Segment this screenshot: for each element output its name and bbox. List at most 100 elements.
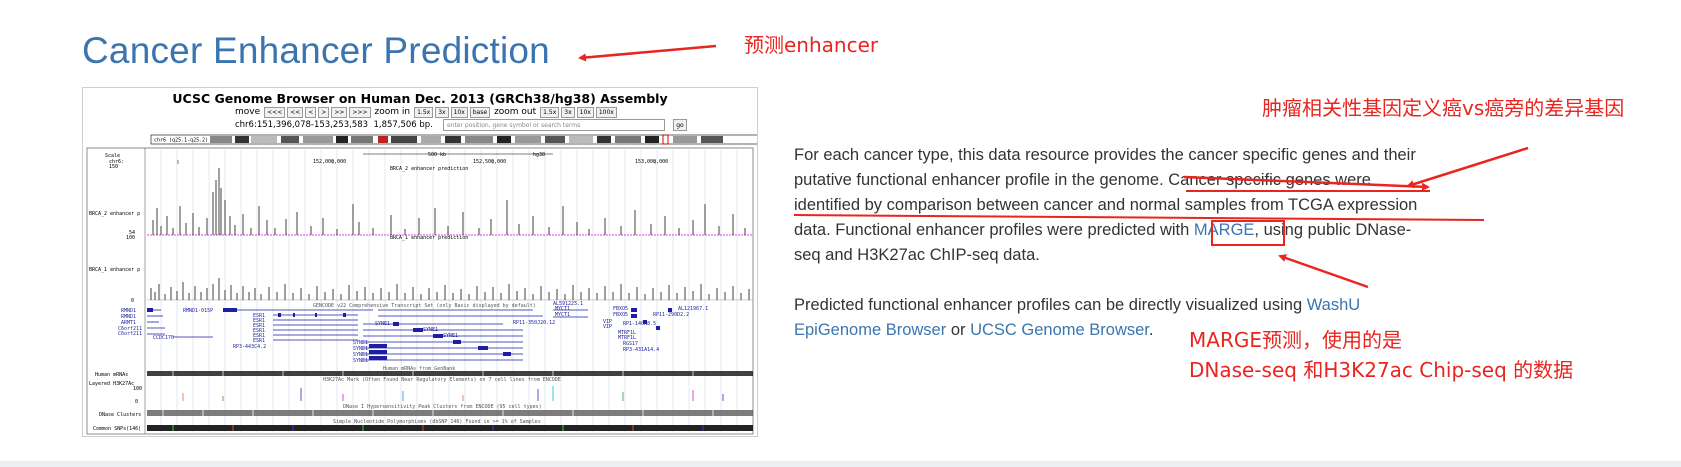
gene-label: RMND1 <box>121 314 136 320</box>
zoom-in-button[interactable]: base <box>469 106 491 118</box>
gene-label: ESR1 <box>253 318 265 324</box>
ruler-tick: 152,500,000 <box>473 159 506 165</box>
bottom-bar <box>0 461 1681 467</box>
browser-title: UCSC Genome Browser on Human Dec. 2013 (… <box>172 91 668 106</box>
arrow-to-tcga <box>1183 175 1430 191</box>
go-button[interactable]: go <box>673 119 687 131</box>
move-button[interactable]: >>> <box>349 106 371 118</box>
zoom-in-button[interactable]: 10x <box>450 106 468 118</box>
gene-label: ESR1 <box>253 323 265 329</box>
size-value: 1,857,506 bp. <box>373 120 433 130</box>
browser-search-input[interactable]: enter position, gene symbol or search te… <box>443 119 665 131</box>
zoom-out-button[interactable]: 10x <box>576 106 594 118</box>
gene-label: SYNE1 <box>353 346 368 352</box>
snp-title: Simple Nucleotide Polymorphisms (dbSNP 1… <box>333 419 541 425</box>
description-line: identified by comparison between cancer … <box>794 196 1418 214</box>
snp-track: Simple Nucleotide Polymorphisms (dbSNP 1… <box>93 419 753 432</box>
h3k27ac-title: H3K27Ac Mark (Often Found Near Regulator… <box>323 377 561 383</box>
move-button[interactable]: > <box>318 106 330 118</box>
dnase-label: DNase Clusters <box>99 412 141 418</box>
washu-link[interactable]: WashU <box>1306 296 1361 314</box>
gene-label: RMND1-015P <box>183 308 213 314</box>
zoom-in-button[interactable]: 3x <box>435 106 449 118</box>
gene-label: RP3-443C4.2 <box>233 344 266 350</box>
gene-label: MYCT1 <box>555 312 570 318</box>
gencode-track: GENCODE v22 Comprehensive Transcript Set… <box>118 301 708 364</box>
marge-link[interactable]: MARGE <box>1193 221 1255 239</box>
ruler-tick: 153,000,000 <box>635 159 668 165</box>
chr-label: chr6: <box>109 159 124 165</box>
ruler-track: Scale chr6: 500 kb hg38 152,000,000 152,… <box>105 152 668 165</box>
zoom-out-button[interactable]: 1.5x <box>540 106 560 118</box>
dnase-title: DNase I Hypersensitivity Peak Clusters f… <box>343 404 542 410</box>
gene-label: FBXO5 <box>613 312 628 318</box>
move-button[interactable]: << <box>287 106 304 118</box>
brca2-track-label: BRCA_2 enhancer p <box>89 211 140 217</box>
mrna-track: Human mRNAs from GenBank Human mRNAs <box>95 366 753 378</box>
gene-label: RGS17 <box>623 341 638 347</box>
page-title: Cancer Enhancer Prediction <box>82 30 550 71</box>
chromosome-ideogram: chr6 (q25.1-q25.2) <box>150 134 757 145</box>
gene-label: FBXO5 <box>613 306 628 312</box>
zoom-out-button[interactable]: 100x <box>595 106 617 118</box>
gene-label: MYCT1 <box>555 306 570 312</box>
browser-tracks-graphic: chr6 (q25.1-q25.2) <box>86 134 757 435</box>
genome-browser-image[interactable]: UCSC Genome Browser on Human Dec. 2013 (… <box>82 87 758 437</box>
gene-label: ESR1 <box>253 338 265 344</box>
gene-label: VIP <box>603 319 612 325</box>
y-max2-label: 100 <box>126 235 135 241</box>
mrna-title: Human mRNAs from GenBank <box>383 366 455 372</box>
description-line: For each cancer type, this data resource… <box>794 146 1416 164</box>
position-value: chr6:151,396,078-153,253,583 <box>235 120 369 130</box>
mrna-label: Human mRNAs <box>95 372 128 378</box>
gene-label: ESR1 <box>253 333 265 339</box>
gene-label: MTRF1L <box>618 335 636 341</box>
h3k27ac-label: Layered H3K27Ac <box>89 381 134 387</box>
gene-label: SYNE1 <box>443 333 458 339</box>
move-label: move <box>235 107 261 117</box>
zoom-out-button[interactable]: 3x <box>561 106 575 118</box>
assembly-label: hg38 <box>533 152 545 158</box>
gene-label: RP3-431A14.4 <box>623 347 659 353</box>
ruler-tick: 152,000,000 <box>313 159 346 165</box>
brca2-track-title: BRCA_2 enhancer prediction <box>390 166 468 172</box>
arrow-to-title <box>578 44 717 62</box>
gene-label: AL121967.1 <box>678 306 708 312</box>
title-annotation: 预测enhancer <box>744 33 879 57</box>
move-button[interactable]: <<< <box>264 106 286 118</box>
chromosome-label: chr6 (q25.1-q25.2) <box>154 138 208 144</box>
gene-label: SYNE1 <box>353 340 368 346</box>
description-line: EpiGenome Browser or UCSC Genome Browser… <box>794 318 1484 343</box>
move-button[interactable]: >> <box>331 106 348 118</box>
zoom-in-button[interactable]: 1.5x <box>414 106 434 118</box>
gene-label: RP1-140K8.5 <box>623 321 656 327</box>
brca1-signal <box>147 278 753 301</box>
annotation-arrows <box>578 44 1529 289</box>
gene-label: SYNE1 <box>423 327 438 333</box>
h3k27ac-zero-label: 0 <box>135 399 138 405</box>
description-text: . <box>1148 321 1154 339</box>
browser-nav: move <<< << < > >> >>> zoom in 1.5x 3x 1… <box>233 106 617 118</box>
zoom-out-label: zoom out <box>494 107 537 117</box>
move-button[interactable]: < <box>305 106 317 118</box>
y-zero-label: 0 <box>131 298 134 304</box>
description-text: , using public DNase- <box>1254 221 1412 239</box>
ucsc-genome-browser-link[interactable]: UCSC Genome Browser <box>970 321 1149 339</box>
description-line: Predicted functional enhancer profiles c… <box>794 293 1484 318</box>
description-line: seq and H3K27ac ChIP-seq data. <box>794 246 1040 264</box>
gene-label: C6orf211 <box>118 331 142 337</box>
y-mid-label: 54 <box>129 230 135 236</box>
gene-label: SYNE1 <box>353 352 368 358</box>
epigenome-browser-link[interactable]: EpiGenome Browser <box>794 321 947 339</box>
y-max-label: 150 <box>109 164 118 170</box>
description-line: data. Functional enhancer profiles were … <box>794 218 1484 243</box>
arrow-to-genes <box>1406 146 1529 189</box>
brca1-track-title: BRCA_1 enhancer prediction <box>390 235 468 241</box>
position-readout: chr6:151,396,078-153,253,583 1,857,506 b… <box>235 120 433 130</box>
scale-label: Scale <box>105 153 120 159</box>
gene-label: AL591225.1 <box>553 301 583 307</box>
gene-label: SYNE1 <box>375 321 390 327</box>
marge-highlight-box <box>1211 220 1285 246</box>
gene-label: SYNE1 <box>353 358 368 364</box>
